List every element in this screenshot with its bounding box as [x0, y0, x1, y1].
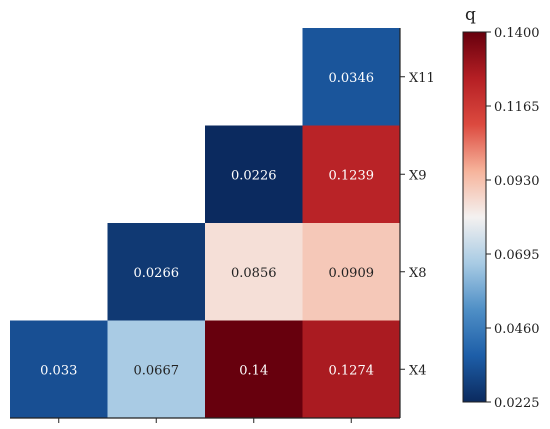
heatmap-cell: [302, 28, 400, 126]
y-tick-label: X11: [409, 71, 435, 86]
colorbar-tick-label: 0.1165: [494, 100, 540, 115]
colorbar-tick-label: 0.0225: [494, 396, 540, 411]
cell-value-label: 0.0226: [231, 168, 277, 183]
colorbar: q 0.1400 0.1165 0.0930 0.0695 0.0460 0.0225: [462, 5, 540, 411]
heatmap-cell: [302, 125, 400, 223]
heatmap-cell: [205, 125, 303, 223]
y-tick-label: X9: [409, 168, 427, 183]
cell-value-label: 0.1239: [329, 168, 375, 183]
heatmap-axes: [10, 28, 401, 419]
heatmap-cell: [107, 223, 205, 321]
colorbar-gradient: [462, 31, 487, 403]
colorbar-tick-label: 0.0460: [494, 322, 540, 337]
colorbar-ticks: 0.1400 0.1165 0.0930 0.0695 0.0460 0.0225: [486, 26, 540, 411]
colorbar-tick-label: 0.0930: [494, 174, 540, 189]
cell-value-label: 0.0856: [231, 266, 277, 281]
cell-value-label: 0.033: [40, 363, 77, 378]
colorbar-tick-label: 0.0695: [494, 248, 540, 263]
y-tick-label: X8: [409, 266, 427, 281]
y-tick-label: X4: [409, 363, 427, 378]
y-axis-ticks: X4 X8 X9 X11: [400, 71, 435, 378]
colorbar-title: q: [465, 5, 476, 25]
cell-value-label: 0.0346: [329, 71, 375, 86]
cell-value-label: 0.14: [239, 363, 268, 378]
heatmap-cell: [302, 223, 400, 321]
heatmap-cell: [10, 320, 108, 418]
cell-value-label: 0.0909: [329, 266, 375, 281]
heatmap-cell: [107, 320, 205, 418]
cell-value-label: 0.0266: [134, 266, 180, 281]
heatmap-cell: [205, 223, 303, 321]
heatmap-cell: [302, 320, 400, 418]
cell-value-label: 0.0667: [134, 363, 180, 378]
heatmap-cell: [205, 320, 303, 418]
heatmap-cells: 0.033 0.0667 0.14 0.1274 0.0266 0.0856 0.0909 0…: [10, 28, 400, 418]
colorbar-tick-label: 0.1400: [494, 26, 540, 41]
cell-value-label: 0.1274: [329, 363, 375, 378]
